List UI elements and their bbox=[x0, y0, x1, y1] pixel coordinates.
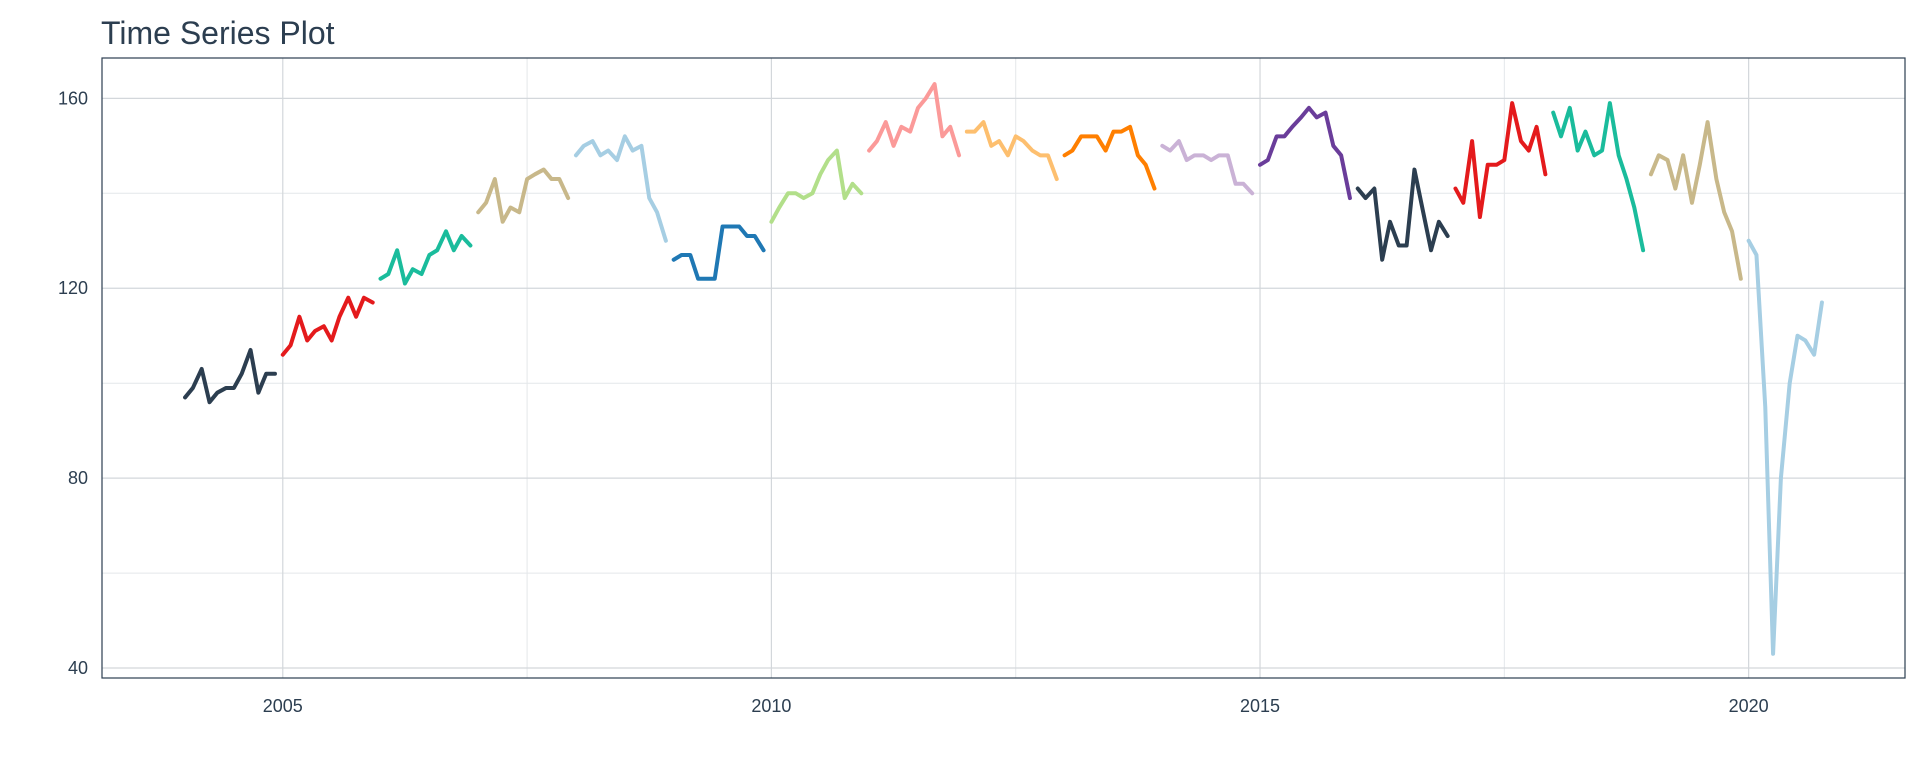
series-line bbox=[1160, 139, 1255, 196]
series-line bbox=[280, 295, 375, 357]
series-line bbox=[964, 120, 1059, 182]
y-tick-label: 40 bbox=[68, 658, 88, 678]
series-line bbox=[1062, 124, 1157, 191]
chart-title: Time Series Plot bbox=[101, 15, 335, 51]
series-line bbox=[1453, 101, 1548, 220]
x-tick-label: 2015 bbox=[1240, 696, 1280, 716]
y-tick-label: 80 bbox=[68, 468, 88, 488]
series-line bbox=[1355, 167, 1450, 262]
series-line bbox=[1551, 101, 1646, 253]
y-tick-label: 120 bbox=[58, 278, 88, 298]
series-line bbox=[1648, 120, 1743, 281]
series-line bbox=[671, 224, 766, 281]
series-line bbox=[476, 167, 571, 224]
x-tick-label: 2010 bbox=[751, 696, 791, 716]
series-line bbox=[1258, 105, 1352, 201]
series-line bbox=[573, 134, 668, 243]
y-tick-label: 160 bbox=[58, 88, 88, 108]
series-line bbox=[1746, 238, 1824, 656]
x-tick-label: 2020 bbox=[1729, 696, 1769, 716]
series-line bbox=[183, 347, 277, 405]
series-line bbox=[378, 229, 473, 286]
x-tick-label: 2005 bbox=[263, 696, 303, 716]
series-line bbox=[769, 148, 864, 224]
series-line bbox=[867, 82, 962, 158]
plot-border bbox=[101, 57, 1906, 679]
